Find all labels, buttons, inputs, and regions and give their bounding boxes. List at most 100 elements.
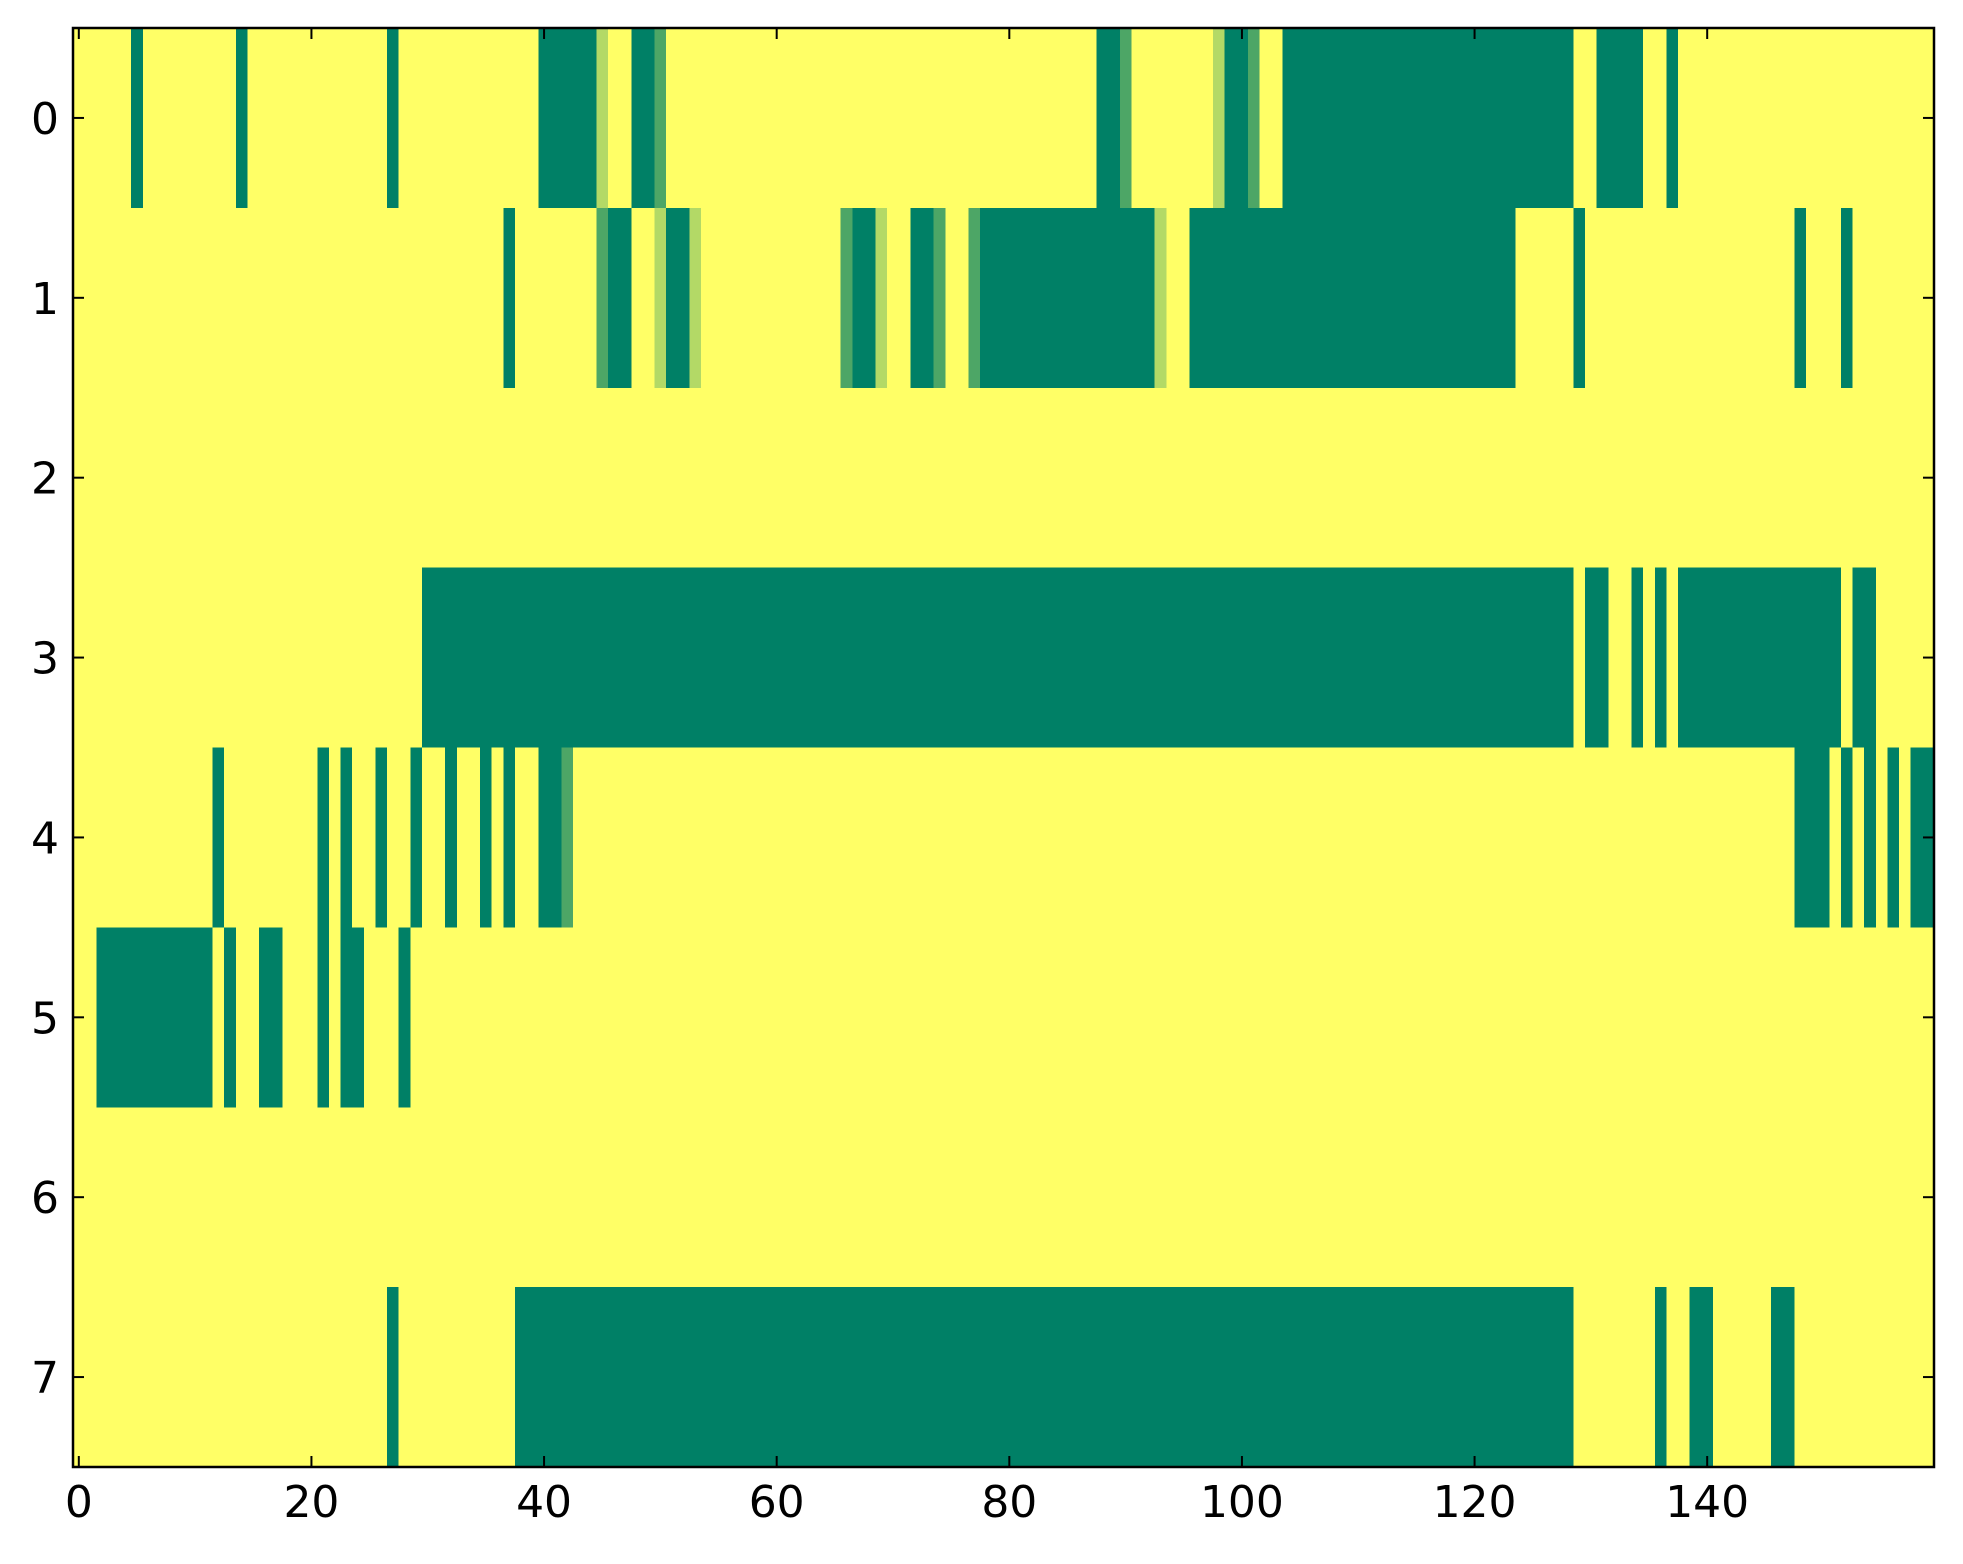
cell: [1701, 387, 1714, 569]
cell: [96, 1287, 109, 1468]
cell: [561, 1287, 574, 1468]
cell: [770, 1107, 784, 1288]
cell: [1282, 28, 1295, 209]
cell: [863, 28, 877, 209]
cell: [1701, 1107, 1714, 1288]
cell: [119, 1107, 132, 1288]
cell: [1398, 28, 1412, 209]
cell: [980, 927, 993, 1108]
cell: [317, 1107, 330, 1288]
cell: [177, 747, 190, 928]
cell: [666, 387, 679, 569]
cell: [1166, 1107, 1179, 1288]
cell: [1619, 927, 1633, 1108]
cell: [642, 387, 656, 569]
cell: [259, 567, 272, 749]
cell: [1503, 28, 1516, 209]
cell: [852, 1287, 865, 1468]
cell: [328, 28, 342, 209]
cell: [922, 1287, 935, 1468]
cell: [526, 28, 539, 209]
cell: [375, 28, 388, 209]
cell: [1212, 1107, 1226, 1288]
cell: [84, 747, 97, 928]
cell: [1457, 207, 1470, 389]
cell: [468, 387, 481, 569]
cell: [1631, 927, 1644, 1108]
cell: [433, 387, 446, 569]
cell: [1305, 1107, 1319, 1288]
cell: [747, 387, 760, 569]
cell: [1224, 747, 1237, 928]
cell: [968, 927, 981, 1108]
cell: [1189, 927, 1202, 1108]
cell: [863, 567, 877, 749]
cell: [1422, 1287, 1435, 1468]
cell: [189, 28, 202, 209]
cell: [1096, 1287, 1109, 1468]
cell: [1445, 387, 1458, 569]
cell: [131, 207, 144, 389]
cell: [1398, 387, 1412, 569]
cell: [1201, 207, 1214, 389]
cell: [1840, 927, 1854, 1108]
cell: [1445, 567, 1458, 749]
cell: [1759, 747, 1772, 928]
cell: [852, 747, 865, 928]
cell: [1643, 387, 1656, 569]
cell: [1747, 207, 1761, 389]
cell: [421, 28, 435, 209]
cell: [1329, 1107, 1342, 1288]
cell: [1061, 387, 1074, 569]
cell: [433, 28, 446, 209]
cell: [305, 567, 318, 749]
cell: [1352, 387, 1365, 569]
cell: [1864, 387, 1877, 569]
cell: [1829, 1287, 1842, 1468]
cell: [1038, 207, 1051, 389]
cell: [1387, 387, 1400, 569]
cell: [352, 1107, 365, 1288]
cell: [317, 927, 330, 1108]
cell: [166, 747, 179, 928]
cell: [794, 747, 807, 928]
cell: [910, 28, 923, 209]
cell: [875, 387, 888, 569]
cell: [1294, 747, 1307, 928]
cell: [1829, 207, 1842, 389]
cell: [1678, 567, 1691, 749]
cell: [410, 747, 423, 928]
cell: [154, 1107, 167, 1288]
cell: [1282, 747, 1295, 928]
cell: [1003, 567, 1016, 749]
cell: [1829, 387, 1842, 569]
cell: [770, 567, 784, 749]
cell: [305, 387, 318, 569]
cell: [96, 28, 109, 209]
cell: [1840, 747, 1854, 928]
cell: [375, 927, 388, 1108]
cell: [119, 747, 132, 928]
cell: [1794, 567, 1807, 749]
cell: [619, 927, 632, 1108]
cell: [1096, 1107, 1109, 1288]
cell: [1457, 1287, 1470, 1468]
cell: [1619, 567, 1633, 749]
cell: [328, 567, 342, 749]
cell: [887, 1287, 900, 1468]
cell: [456, 567, 470, 749]
cell: [1817, 28, 1830, 209]
cell: [747, 28, 760, 209]
cell: [1271, 747, 1284, 928]
cell: [724, 1107, 737, 1288]
cell: [980, 1107, 993, 1288]
cell: [1713, 567, 1726, 749]
cell: [1538, 1107, 1551, 1288]
cell: [375, 747, 388, 928]
cell: [142, 207, 156, 389]
cell: [910, 387, 923, 569]
cell: [503, 1107, 516, 1288]
cell: [712, 207, 725, 389]
cell: [387, 1107, 400, 1288]
cell: [1398, 1287, 1412, 1468]
